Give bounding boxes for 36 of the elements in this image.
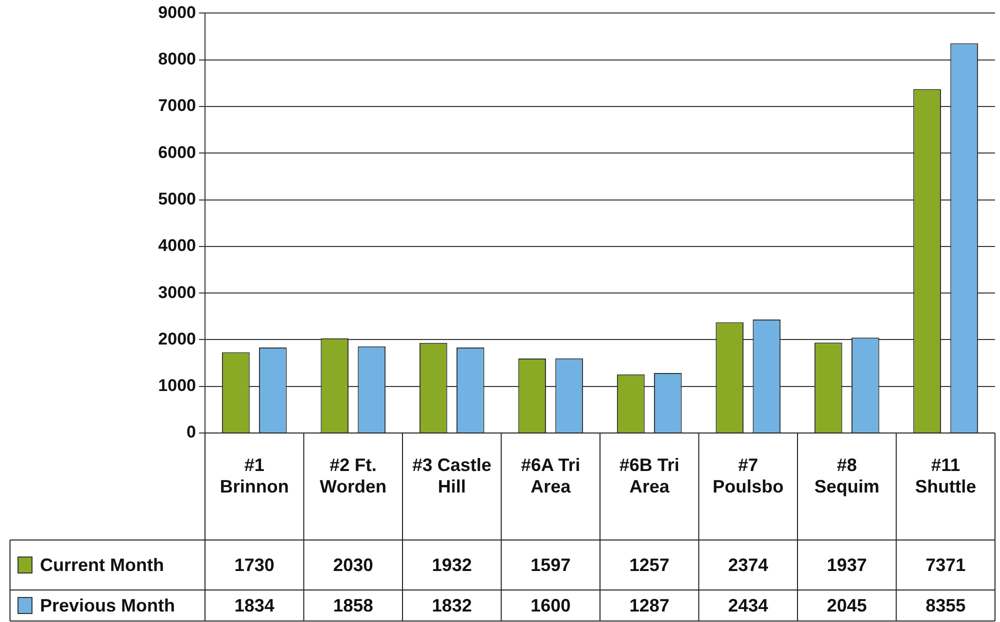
- legend-label: Current Month: [40, 554, 164, 575]
- data-label: 1600: [530, 595, 571, 616]
- data-label: 1257: [629, 554, 670, 575]
- y-tick-label: 2000: [158, 329, 196, 348]
- y-tick-label: 4000: [158, 236, 196, 256]
- y-tick-label: 6000: [158, 142, 196, 162]
- data-label: 1937: [826, 554, 867, 575]
- x-tick-label: #2 Ft. Worden: [320, 454, 386, 496]
- y-tick-label: 1000: [158, 376, 196, 396]
- data-label: 1287: [629, 595, 670, 616]
- data-label: 2030: [333, 554, 374, 575]
- x-tick-label: #7 Poulsbo: [712, 454, 784, 496]
- data-label: 1597: [530, 554, 571, 575]
- y-tick-label: 3000: [158, 282, 196, 302]
- y-tick-label: 5000: [158, 189, 196, 208]
- x-tick-label: #8 Sequim: [814, 454, 880, 496]
- data-label: 1730: [234, 554, 274, 575]
- legend-label: Previous Month: [40, 595, 176, 616]
- data-label: 1932: [432, 554, 472, 575]
- x-tick-label: #11 Shuttle: [915, 454, 976, 496]
- y-tick-label: 7000: [158, 96, 196, 116]
- data-label: 1858: [333, 595, 374, 616]
- data-label: 7371: [926, 554, 966, 575]
- y-tick-label: 8000: [158, 50, 196, 69]
- x-tick-label: #1 Brinnon: [220, 454, 289, 496]
- data-label: 2374: [728, 554, 768, 575]
- data-label: 2434: [728, 595, 768, 616]
- x-tick-label: #6B Tri Area: [619, 454, 680, 496]
- x-tick-label: #6A Tri Area: [520, 454, 580, 496]
- y-tick-label: 9000: [158, 2, 196, 22]
- x-tick-label: #3 Castle Hill: [412, 454, 492, 496]
- data-label: 1832: [432, 595, 472, 616]
- data-label: 8355: [926, 595, 966, 616]
- y-tick-label: 0: [186, 422, 196, 442]
- data-label: 2045: [826, 595, 867, 616]
- data-label: 1834: [234, 595, 274, 616]
